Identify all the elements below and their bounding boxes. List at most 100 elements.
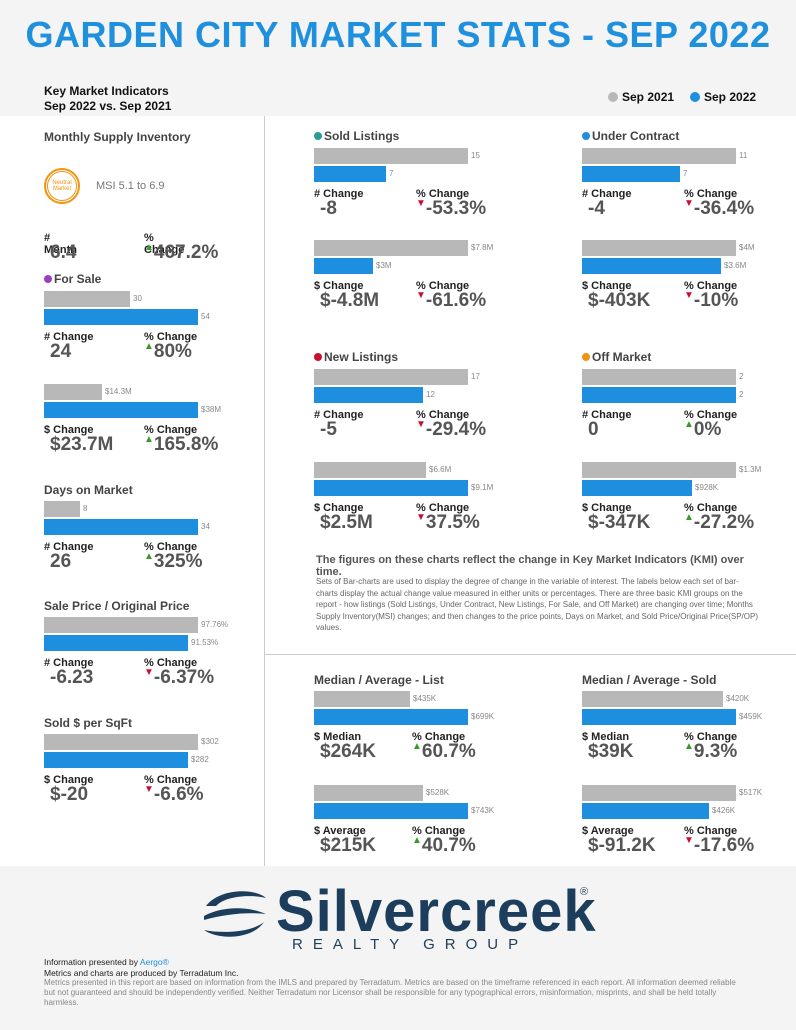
pct-text: -17.6% <box>693 835 755 856</box>
bar-label-2021: $420K <box>726 694 750 703</box>
notes-heading: The figures on these charts reflect the … <box>316 554 744 578</box>
section-dot-icon <box>582 352 590 361</box>
logo-word: Silvercreek <box>276 879 597 944</box>
section-dot-icon <box>44 274 52 283</box>
change-value: -6.23 <box>50 667 94 688</box>
change-value: $23.7M <box>50 434 114 455</box>
arrow-down-icon: ▼ <box>416 290 426 301</box>
section-title-text: For Sale <box>54 272 102 286</box>
legend-label: Sep 2022 <box>704 90 757 104</box>
change-label: $ Change <box>44 424 94 436</box>
bar-2022 <box>314 480 468 496</box>
change-label: # Change <box>44 657 94 669</box>
bar-label-2022: 91.53% <box>191 638 219 647</box>
bar-2022 <box>582 803 709 819</box>
change-label: $ Median <box>582 731 630 743</box>
arrow-up-icon: ▲ <box>144 434 154 445</box>
pct-text: -61.6% <box>425 290 487 311</box>
bar-label-2022: 7 <box>389 169 394 178</box>
section-title: Median / Average - List <box>314 673 444 687</box>
bar-2021 <box>314 148 468 164</box>
bar-2022 <box>582 387 736 403</box>
change-value: $39K <box>588 741 634 762</box>
pct-change-label: % Change <box>416 188 470 200</box>
bar-label-2021: $4M <box>739 243 755 252</box>
bar-label-2021: 8 <box>83 504 88 513</box>
bar-label-2022: 34 <box>201 522 210 531</box>
bar-2021 <box>582 691 723 707</box>
section-title: Under Contract <box>582 129 679 143</box>
bar-label-2021: $7.8M <box>471 243 494 252</box>
legend-label: Sep 2021 <box>622 90 675 104</box>
change-value: $-347K <box>588 512 651 533</box>
arrow-down-icon: ▼ <box>684 198 694 209</box>
bar-2021 <box>582 240 736 256</box>
change-label: $ Change <box>582 502 632 514</box>
bar-label-2021: 30 <box>133 294 142 303</box>
pct-change-value: ▼37.5% <box>416 512 480 534</box>
bar-label-2021: 17 <box>471 372 480 381</box>
pct-change-label: % Change <box>144 424 198 436</box>
section-title: Median / Average - Sold <box>582 673 716 687</box>
footer-line1: Information presented by Aergo® <box>44 957 169 967</box>
change-label: # Change <box>44 331 94 343</box>
bar-2022 <box>314 258 373 274</box>
bar-label-2021: 97.76% <box>201 620 229 629</box>
bar-label-2021: $517K <box>739 788 763 797</box>
bar-label-2021: $1.3M <box>739 465 762 474</box>
arrow-down-icon: ▼ <box>144 784 154 795</box>
legend-dot-icon <box>608 92 618 102</box>
change-label: $ Change <box>44 774 94 786</box>
bar-label-2022: $426K <box>712 806 736 815</box>
bar-label-2021: 11 <box>739 151 748 160</box>
bar-2021 <box>582 785 736 801</box>
change-label: # Change <box>314 188 364 200</box>
bar-label-2022: $743K <box>471 806 495 815</box>
bar-2022 <box>44 402 198 418</box>
legend-2022: Sep 2022 <box>690 90 756 104</box>
bar-2021 <box>44 384 102 400</box>
msi-title: Monthly Supply Inventory <box>44 130 191 144</box>
pct-text: -53.3% <box>425 198 487 219</box>
bar-2022 <box>314 709 468 725</box>
section-title-text: Median / Average - Sold <box>582 673 717 687</box>
bar-label-2022: $928K <box>695 483 719 492</box>
pct-change-label: % Change <box>412 825 466 837</box>
change-value: $-4.8M <box>320 290 380 311</box>
pct-change-label: % Change <box>684 188 738 200</box>
pct-change-value: ▼-53.3% <box>416 198 486 220</box>
section-title: Sold $ per SqFt <box>44 716 132 730</box>
change-value: 0 <box>588 419 599 440</box>
pct-change-label: % Change <box>144 541 198 553</box>
pct-change-value: ▼-17.6% <box>684 835 754 857</box>
bar-label-2021: 2 <box>739 372 744 381</box>
bar-label-2021: 15 <box>471 151 480 160</box>
pct-change-label: % Change <box>684 825 738 837</box>
pct-change-label: % Change <box>684 280 738 292</box>
bar-label-2021: $528K <box>426 788 450 797</box>
bar-label-2022: 2 <box>739 390 744 399</box>
pct-change-value: ▲40.7% <box>412 835 476 857</box>
arrow-up-icon: ▲ <box>412 835 422 846</box>
bar-label-2022: 54 <box>201 312 210 321</box>
bar-2021 <box>314 240 468 256</box>
pct-text: 467.2% <box>153 242 219 263</box>
pct-change-value: ▲-27.2% <box>684 512 754 534</box>
arrow-down-icon: ▼ <box>416 419 426 430</box>
pct-change-value: ▼-6.6% <box>144 784 204 806</box>
msi-range: MSI 5.1 to 6.9 <box>96 180 165 192</box>
pct-change-value: ▲325% <box>144 551 203 573</box>
section-title-text: Under Contract <box>592 129 680 143</box>
change-value: 24 <box>50 341 72 362</box>
change-label: # Change <box>314 409 364 421</box>
pct-change-value: ▲165.8% <box>144 434 218 456</box>
pct-change-label: % Change <box>416 502 470 514</box>
section-title-text: New Listings <box>324 350 399 364</box>
change-value: -8 <box>320 198 337 219</box>
bar-2021 <box>44 501 80 517</box>
pct-text: -6.6% <box>153 784 204 805</box>
bar-label-2022: 7 <box>683 169 688 178</box>
arrow-up-icon: ▲ <box>684 419 694 430</box>
section-title: New Listings <box>314 350 398 364</box>
aergo-link[interactable]: Aergo® <box>139 957 169 967</box>
